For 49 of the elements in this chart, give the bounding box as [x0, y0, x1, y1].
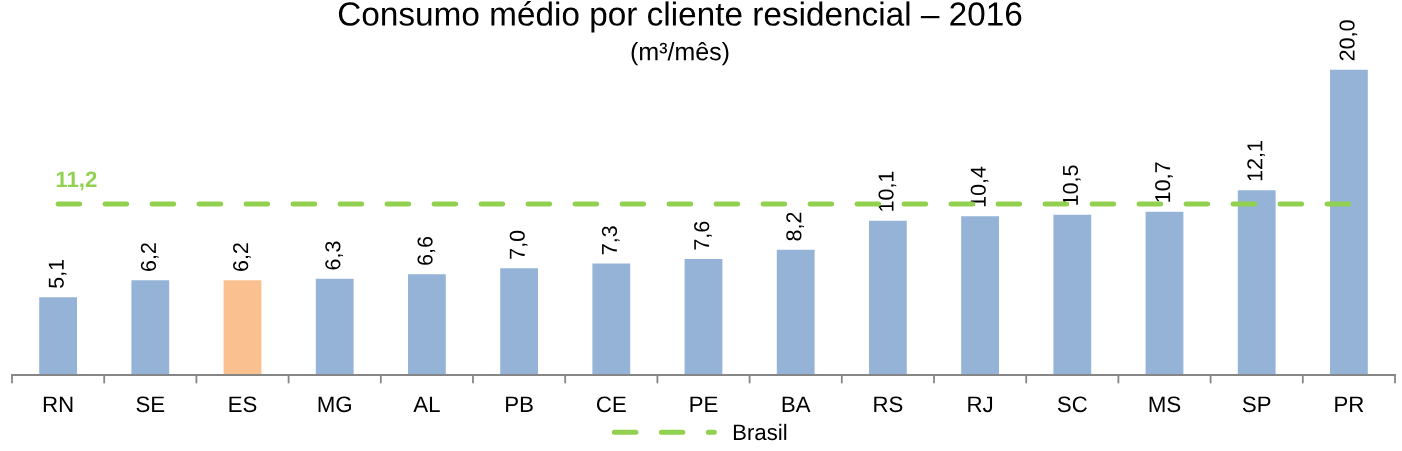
bar	[1237, 190, 1276, 375]
bar	[131, 280, 170, 375]
bar	[869, 220, 907, 375]
x-tick-label: PB	[506, 396, 533, 412]
data-label: 11,2	[56, 171, 97, 191]
x-tick-label: ES	[229, 396, 257, 413]
data-label: 20,0	[1339, 20, 1358, 61]
x-tick-label: SE	[136, 396, 165, 413]
bar	[223, 280, 262, 375]
chart-subtitle: (m³/mês)	[631, 41, 729, 66]
data-label: 12,1	[1247, 141, 1266, 181]
x-tick-label: CE	[596, 396, 626, 413]
chart-title: Consumo médio por cliente residencial – 2016	[338, 1, 1022, 33]
data-label: 7,3	[601, 226, 620, 255]
bar	[1053, 214, 1092, 375]
data-label: 6,3	[325, 241, 344, 270]
x-tick-label: BA	[782, 396, 811, 412]
bar	[1145, 211, 1184, 375]
bar	[315, 278, 354, 375]
x-tick-label: MS	[1149, 396, 1181, 413]
x-tick-label: RJ	[968, 396, 993, 413]
data-label: 10,7	[1155, 162, 1173, 202]
data-label: 6,2	[233, 243, 251, 271]
data-label: 10,4	[970, 166, 989, 207]
bar	[684, 258, 723, 375]
x-tick-label: MG	[318, 396, 351, 413]
data-label: 7,6	[694, 221, 712, 250]
data-label: 7,0	[509, 230, 528, 259]
bar	[1330, 69, 1368, 375]
x-tick-label: SP	[1242, 396, 1271, 413]
bar	[39, 297, 77, 375]
bar	[776, 249, 815, 375]
data-label: 5,1	[48, 259, 67, 288]
data-label: 8,2	[786, 212, 805, 241]
legend-label: Brasil	[733, 423, 787, 441]
data-label: 6,6	[417, 236, 436, 265]
x-tick-label: PE	[690, 396, 718, 412]
bar	[500, 268, 538, 375]
bar	[408, 274, 446, 375]
bar	[961, 216, 999, 375]
x-tick-label: RS	[874, 396, 903, 413]
data-label: 10,1	[878, 171, 897, 211]
data-label: 6,2	[140, 243, 159, 271]
x-tick-label: PR	[1335, 396, 1364, 412]
x-tick-label: SC	[1057, 396, 1087, 413]
bar	[592, 263, 631, 375]
data-label: 10,5	[1062, 165, 1081, 205]
x-tick-label: RN	[43, 396, 73, 412]
x-tick-label: AL	[413, 396, 440, 412]
